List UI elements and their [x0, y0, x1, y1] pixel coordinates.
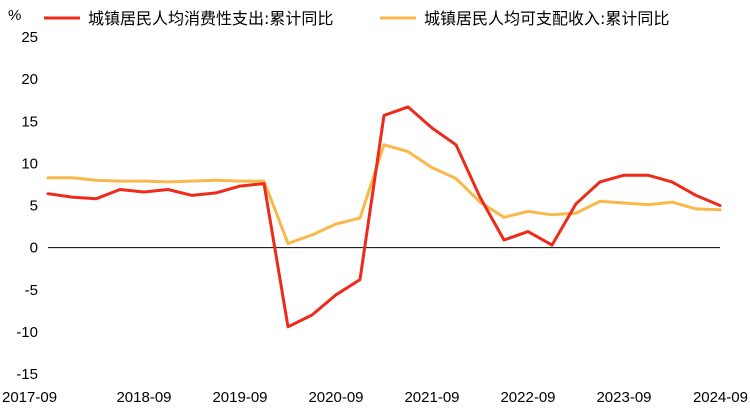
x-tick-label: 2024-09	[693, 389, 748, 406]
legend: 城镇居民人均消费性支出:累计同比 城镇居民人均可支配收入:累计同比	[44, 9, 669, 28]
y-tick-label: -15	[16, 366, 38, 383]
x-axis: 2017-09 2018-09 2019-09 2020-09 2021-09 2022-…	[2, 389, 748, 406]
y-tick-label: -10	[16, 324, 38, 341]
y-axis-unit: %	[8, 7, 21, 24]
y-tick-label: 25	[21, 29, 38, 46]
series-layer	[46, 105, 722, 329]
legend-label-consumption: 城镇居民人均消费性支出:累计同比	[88, 9, 333, 28]
y-tick-label: 15	[21, 113, 38, 130]
y-axis: 25 20 15 10 5 0 -5 -10 -15	[16, 29, 38, 383]
x-tick-label: 2020-09	[308, 389, 363, 406]
x-tick-label: 2023-09	[596, 389, 651, 406]
y-tick-label: -5	[25, 282, 38, 299]
x-tick-label: 2017-09	[2, 389, 57, 406]
x-tick-label: 2018-09	[116, 389, 171, 406]
y-tick-label: 20	[21, 71, 38, 88]
y-tick-label: 5	[30, 198, 38, 215]
legend-label-income: 城镇居民人均可支配收入:累计同比	[424, 9, 669, 28]
x-tick-label: 2019-09	[212, 389, 267, 406]
x-tick-label: 2022-09	[500, 389, 555, 406]
series-line-consumption	[46, 105, 722, 329]
y-tick-label: 10	[21, 155, 38, 172]
series-line-income	[46, 143, 722, 245]
y-tick-label: 0	[30, 240, 38, 257]
x-tick-label: 2021-09	[404, 389, 459, 406]
